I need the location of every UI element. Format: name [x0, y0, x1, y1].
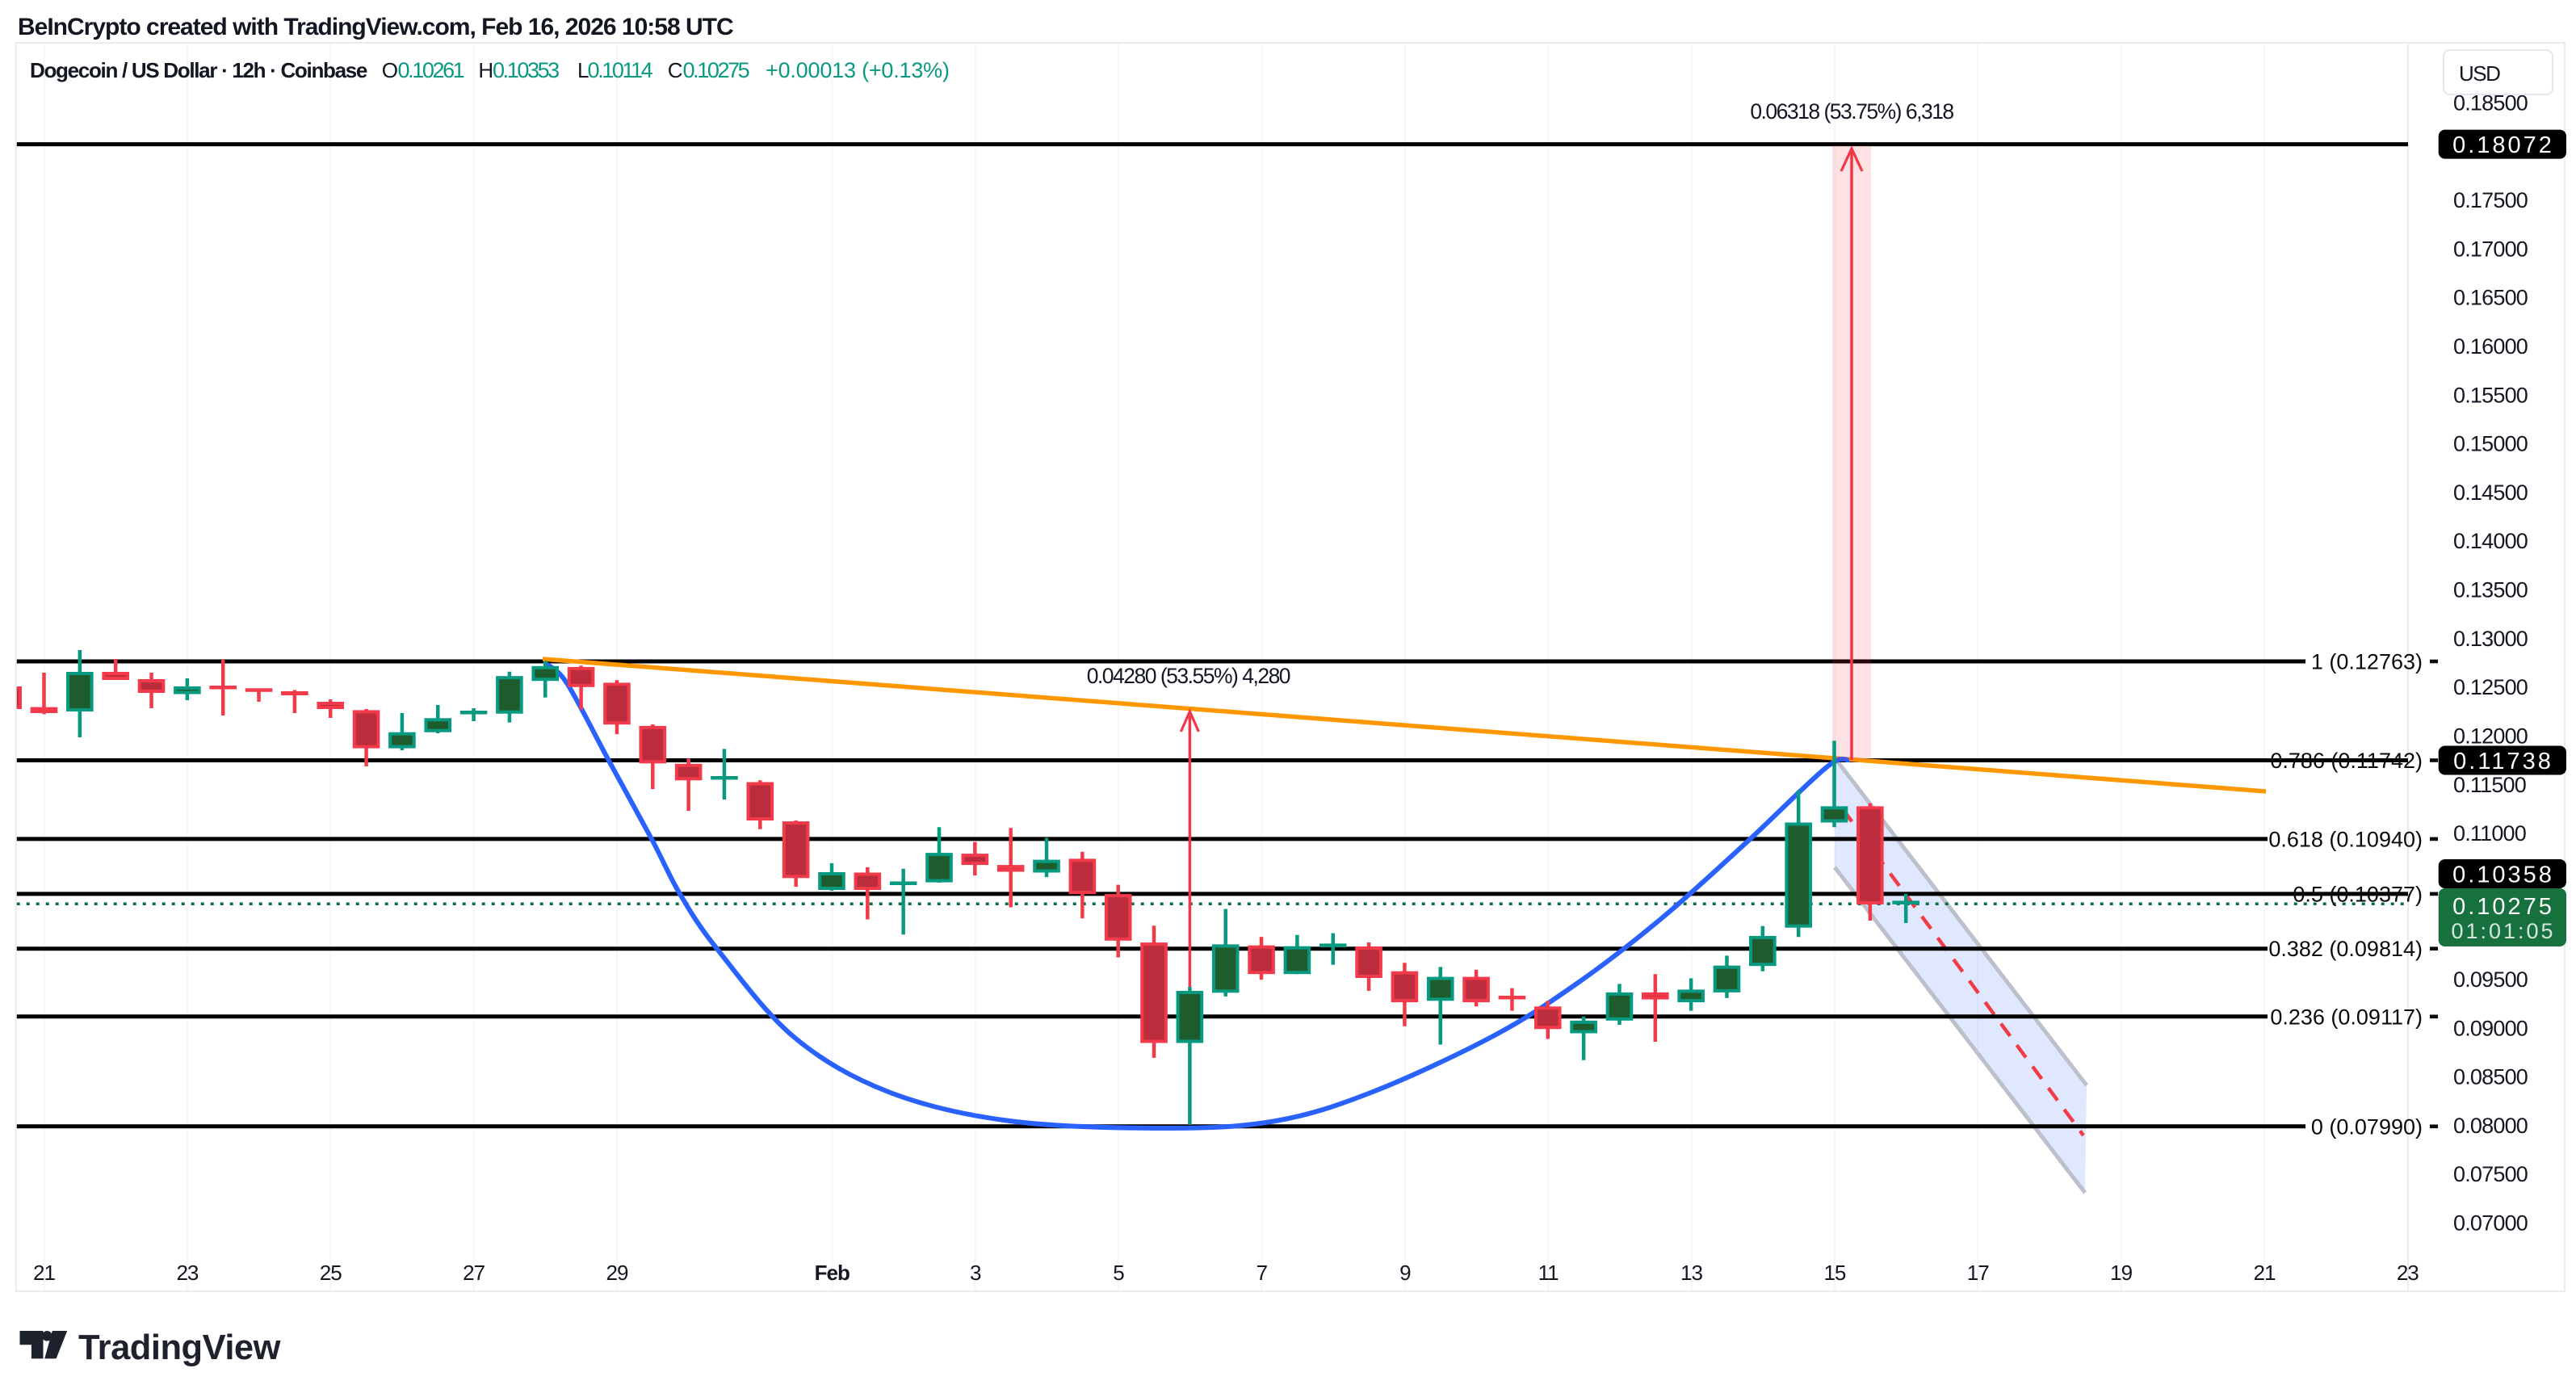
svg-text:0.18072: 0.18072 [2452, 132, 2554, 158]
svg-text:0.07500: 0.07500 [2453, 1162, 2528, 1186]
svg-text:0.17000: 0.17000 [2453, 237, 2528, 261]
svg-text:0.11000: 0.11000 [2453, 821, 2526, 846]
svg-text:13: 13 [1680, 1261, 1702, 1285]
svg-text:0.08500: 0.08500 [2453, 1065, 2528, 1089]
svg-text:5: 5 [1113, 1261, 1124, 1285]
svg-text:0.16000: 0.16000 [2453, 334, 2528, 359]
svg-text:Dogecoin / US Dollar · 12h · C: Dogecoin / US Dollar · 12h · Coinbase [30, 58, 367, 82]
svg-text:0.382 (0.09814): 0.382 (0.09814) [2268, 937, 2423, 961]
svg-text:C: C [668, 58, 683, 82]
svg-text:0.12000: 0.12000 [2453, 724, 2528, 748]
svg-text:15: 15 [1823, 1261, 1845, 1285]
svg-text:21: 21 [33, 1261, 55, 1285]
svg-text:0.09500: 0.09500 [2453, 967, 2528, 992]
svg-text:0.16500: 0.16500 [2453, 286, 2528, 310]
svg-text:9: 9 [1399, 1261, 1411, 1285]
svg-text:25: 25 [320, 1261, 342, 1285]
svg-text:O: O [382, 58, 398, 82]
svg-text:0.06318 (53.75%) 6,318: 0.06318 (53.75%) 6,318 [1750, 99, 1953, 124]
svg-text:0.04280 (53.55%) 4,280: 0.04280 (53.55%) 4,280 [1087, 664, 1290, 688]
svg-text:29: 29 [606, 1261, 628, 1285]
svg-text:L: L [577, 58, 589, 82]
svg-text:23: 23 [176, 1261, 198, 1285]
svg-text:21: 21 [2254, 1261, 2276, 1285]
svg-text:19: 19 [2110, 1261, 2132, 1285]
svg-text:0.11738: 0.11738 [2453, 749, 2553, 774]
svg-text:0.15500: 0.15500 [2453, 383, 2528, 407]
svg-text:USD: USD [2459, 61, 2500, 86]
svg-text:TradingView: TradingView [78, 1328, 281, 1367]
svg-text:0.08000: 0.08000 [2453, 1114, 2528, 1138]
svg-text:0.12500: 0.12500 [2453, 675, 2528, 699]
svg-text:H: H [478, 58, 493, 82]
svg-text:0.10353: 0.10353 [493, 58, 559, 82]
svg-text:0.10275: 0.10275 [2452, 894, 2554, 920]
svg-text:11: 11 [1538, 1261, 1559, 1285]
svg-text:27: 27 [463, 1261, 485, 1285]
svg-text:0.13000: 0.13000 [2453, 627, 2528, 651]
svg-text:0.5 (0.10377): 0.5 (0.10377) [2293, 882, 2423, 906]
svg-text:BeInCrypto created with Tradin: BeInCrypto created with TradingView.com,… [18, 14, 733, 40]
svg-text:0.14500: 0.14500 [2453, 480, 2528, 505]
svg-text:1 (0.12763): 1 (0.12763) [2311, 650, 2423, 674]
svg-text:0.09000: 0.09000 [2453, 1016, 2528, 1040]
svg-text:0.10275: 0.10275 [683, 58, 749, 82]
svg-text:7: 7 [1257, 1261, 1268, 1285]
svg-text:0.618 (0.10940): 0.618 (0.10940) [2268, 827, 2423, 851]
svg-text:0.10358: 0.10358 [2452, 862, 2554, 888]
svg-text:0 (0.07990): 0 (0.07990) [2311, 1114, 2423, 1139]
svg-text:0.786 (0.11742): 0.786 (0.11742) [2270, 749, 2423, 773]
svg-text:0.17500: 0.17500 [2453, 188, 2528, 212]
svg-text:0.236 (0.09117): 0.236 (0.09117) [2270, 1005, 2423, 1029]
svg-text:0.10114: 0.10114 [588, 58, 653, 82]
svg-text:0.11500: 0.11500 [2453, 773, 2526, 797]
svg-text:Feb: Feb [815, 1261, 850, 1285]
svg-text:0.07000: 0.07000 [2453, 1211, 2528, 1236]
svg-text:0.15000: 0.15000 [2453, 432, 2528, 456]
svg-text:0.10261: 0.10261 [398, 58, 464, 82]
svg-text:3: 3 [970, 1261, 981, 1285]
svg-text:+0.00013 (+0.13%): +0.00013 (+0.13%) [766, 58, 950, 82]
svg-text:17: 17 [1967, 1261, 1989, 1285]
svg-text:01:01:05: 01:01:05 [2451, 919, 2555, 943]
svg-text:0.14000: 0.14000 [2453, 529, 2528, 553]
svg-text:0.13500: 0.13500 [2453, 578, 2528, 602]
svg-text:23: 23 [2397, 1261, 2419, 1285]
